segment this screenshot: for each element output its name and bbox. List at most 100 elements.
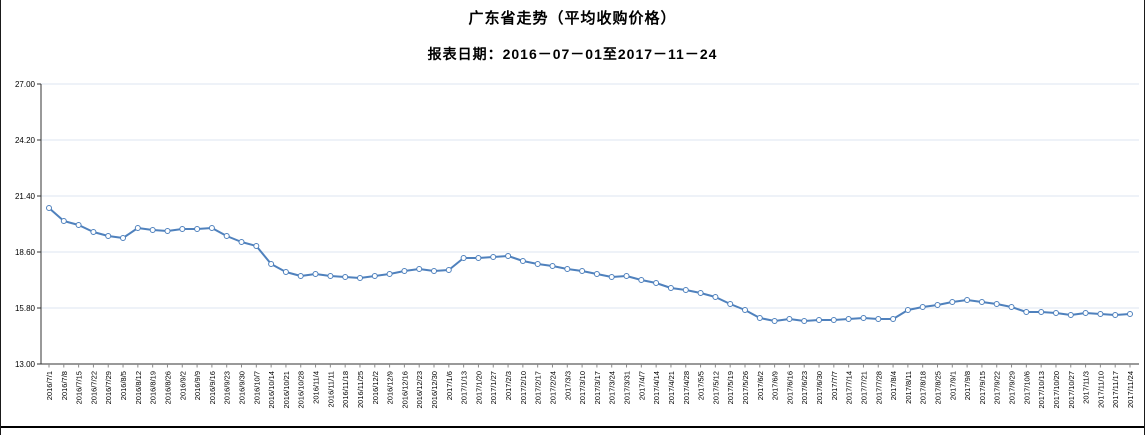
y-axis-label: 18.60 [15,248,36,257]
data-point-marker [816,317,822,323]
data-point-marker [60,218,67,224]
data-point-marker [638,277,645,283]
x-axis-label: 2017/11/17 [1111,371,1120,408]
x-axis-label: 2017/5/26 [741,371,750,404]
data-point-marker [1023,309,1030,315]
data-point-marker [46,205,52,211]
data-point-marker [505,253,512,259]
data-point-marker [445,267,452,273]
data-point-marker [105,233,112,239]
data-point-marker [460,255,467,261]
x-axis-label: 2016/11/11 [326,371,335,407]
data-point-marker [830,317,837,323]
y-axis-label: 15.80 [15,304,36,313]
data-point-marker [771,318,778,324]
x-axis-label: 2017/1/20 [474,371,483,404]
x-axis-label: 2017/8/18 [919,371,928,404]
x-axis-label: 2017/11/24 [1126,371,1135,408]
x-axis-label: 2016/7/8 [60,371,69,400]
data-point-marker [860,315,867,321]
gridlines [41,83,1139,365]
data-point-marker [608,274,615,280]
data-point-marker [120,235,126,241]
x-axis-label: 2017/9/29 [1008,371,1017,404]
data-point-marker [742,307,748,313]
data-point-marker [1067,312,1074,318]
x-axis-label: 2016/8/19 [149,371,158,404]
data-point-marker [134,225,141,231]
data-point-marker [327,273,334,279]
y-axis-labels: 27.00 24.20 21.40 18.60 15.80 13.00 [15,80,36,369]
data-point-marker [90,229,97,235]
x-axis-label: 2017/11/3 [1082,371,1091,404]
x-axis-label: 2017/9/22 [993,371,1002,404]
x-axis-label: 2016/12/2 [371,371,380,404]
data-point-marker [253,243,260,249]
x-axis-label: 2016/9/30 [238,371,247,404]
x-axis-label: 2016/10/14 [267,371,276,409]
x-axis-label: 2017/6/23 [800,371,809,404]
x-axis-label: 2017/1/13 [460,371,469,404]
data-point-marker [357,275,363,281]
x-axis-label: 2017/10/27 [1067,371,1076,409]
y-axis-label: 24.20 [15,136,36,145]
data-point-marker [934,302,941,308]
data-point-marker [519,258,526,264]
x-axis-label: 2017/8/4 [889,371,898,400]
x-axis-label: 2017/3/10 [578,371,587,404]
x-axis-label: 2017/10/6 [1022,371,1031,404]
x-axis-label: 2016/8/26 [163,371,172,404]
data-point-marker [149,227,156,233]
data-point-marker [371,273,378,279]
x-axis-label: 2017/4/7 [637,371,646,400]
data-point-marker [919,304,926,310]
x-axis-label: 2017/4/28 [682,371,691,404]
data-point-marker [623,273,630,279]
x-axis-label: 2017/6/9 [771,371,780,400]
x-axis-label: 2016/7/22 [89,371,98,404]
x-axis-label: 2017/9/8 [963,371,972,400]
x-axis-label: 2017/4/14 [652,371,661,404]
data-point-marker [682,287,689,293]
x-axis-label: 2016/10/28 [297,371,306,409]
data-point-marker [949,299,956,305]
x-axis-label: 2016/9/9 [193,371,202,400]
data-point-marker [312,271,319,277]
data-point-marker [401,268,408,274]
data-point-marker [875,316,882,322]
data-point-marker [712,294,719,300]
x-axis-label: 2017/3/3 [563,371,572,400]
x-axis-label: 2016/7/29 [104,371,113,404]
chart-subtitle: 报表日期：2016－07－01至2017－11－24 [427,46,718,62]
data-point-marker [534,261,541,267]
data-point-marker [1038,309,1045,315]
data-point-marker [1082,310,1089,316]
x-axis-label: 2016/8/5 [119,371,128,400]
data-point-marker [549,263,556,269]
data-point-marker [386,271,393,277]
x-axis-label: 2017/3/17 [593,371,602,404]
data-point-marker [801,318,808,324]
data-point-marker [667,285,674,291]
data-point-marker [653,280,660,286]
bottom-divider [1,426,1144,428]
data-point-marker [342,274,349,280]
data-point-marker [238,239,245,245]
y-axis-label: 21.40 [15,192,36,201]
chart-title: 广东省走势（平均收购价格） [468,10,677,27]
x-axis-label: 2017/4/21 [667,371,676,404]
data-point-marker [208,225,215,231]
x-axis-label: 2017/11/10 [1096,371,1105,408]
x-axis-label: 2016/9/2 [178,371,187,400]
x-axis-label: 2016/12/16 [400,371,409,409]
data-point-marker [164,228,171,234]
data-point-marker [993,301,1000,307]
axes [40,84,1139,365]
x-axis-label: 2016/9/23 [223,371,232,404]
x-axis-label: 2017/5/12 [711,371,720,404]
data-point-marker [1008,304,1015,310]
x-axis-label: 2017/7/28 [874,371,883,404]
data-point-marker [845,316,852,322]
